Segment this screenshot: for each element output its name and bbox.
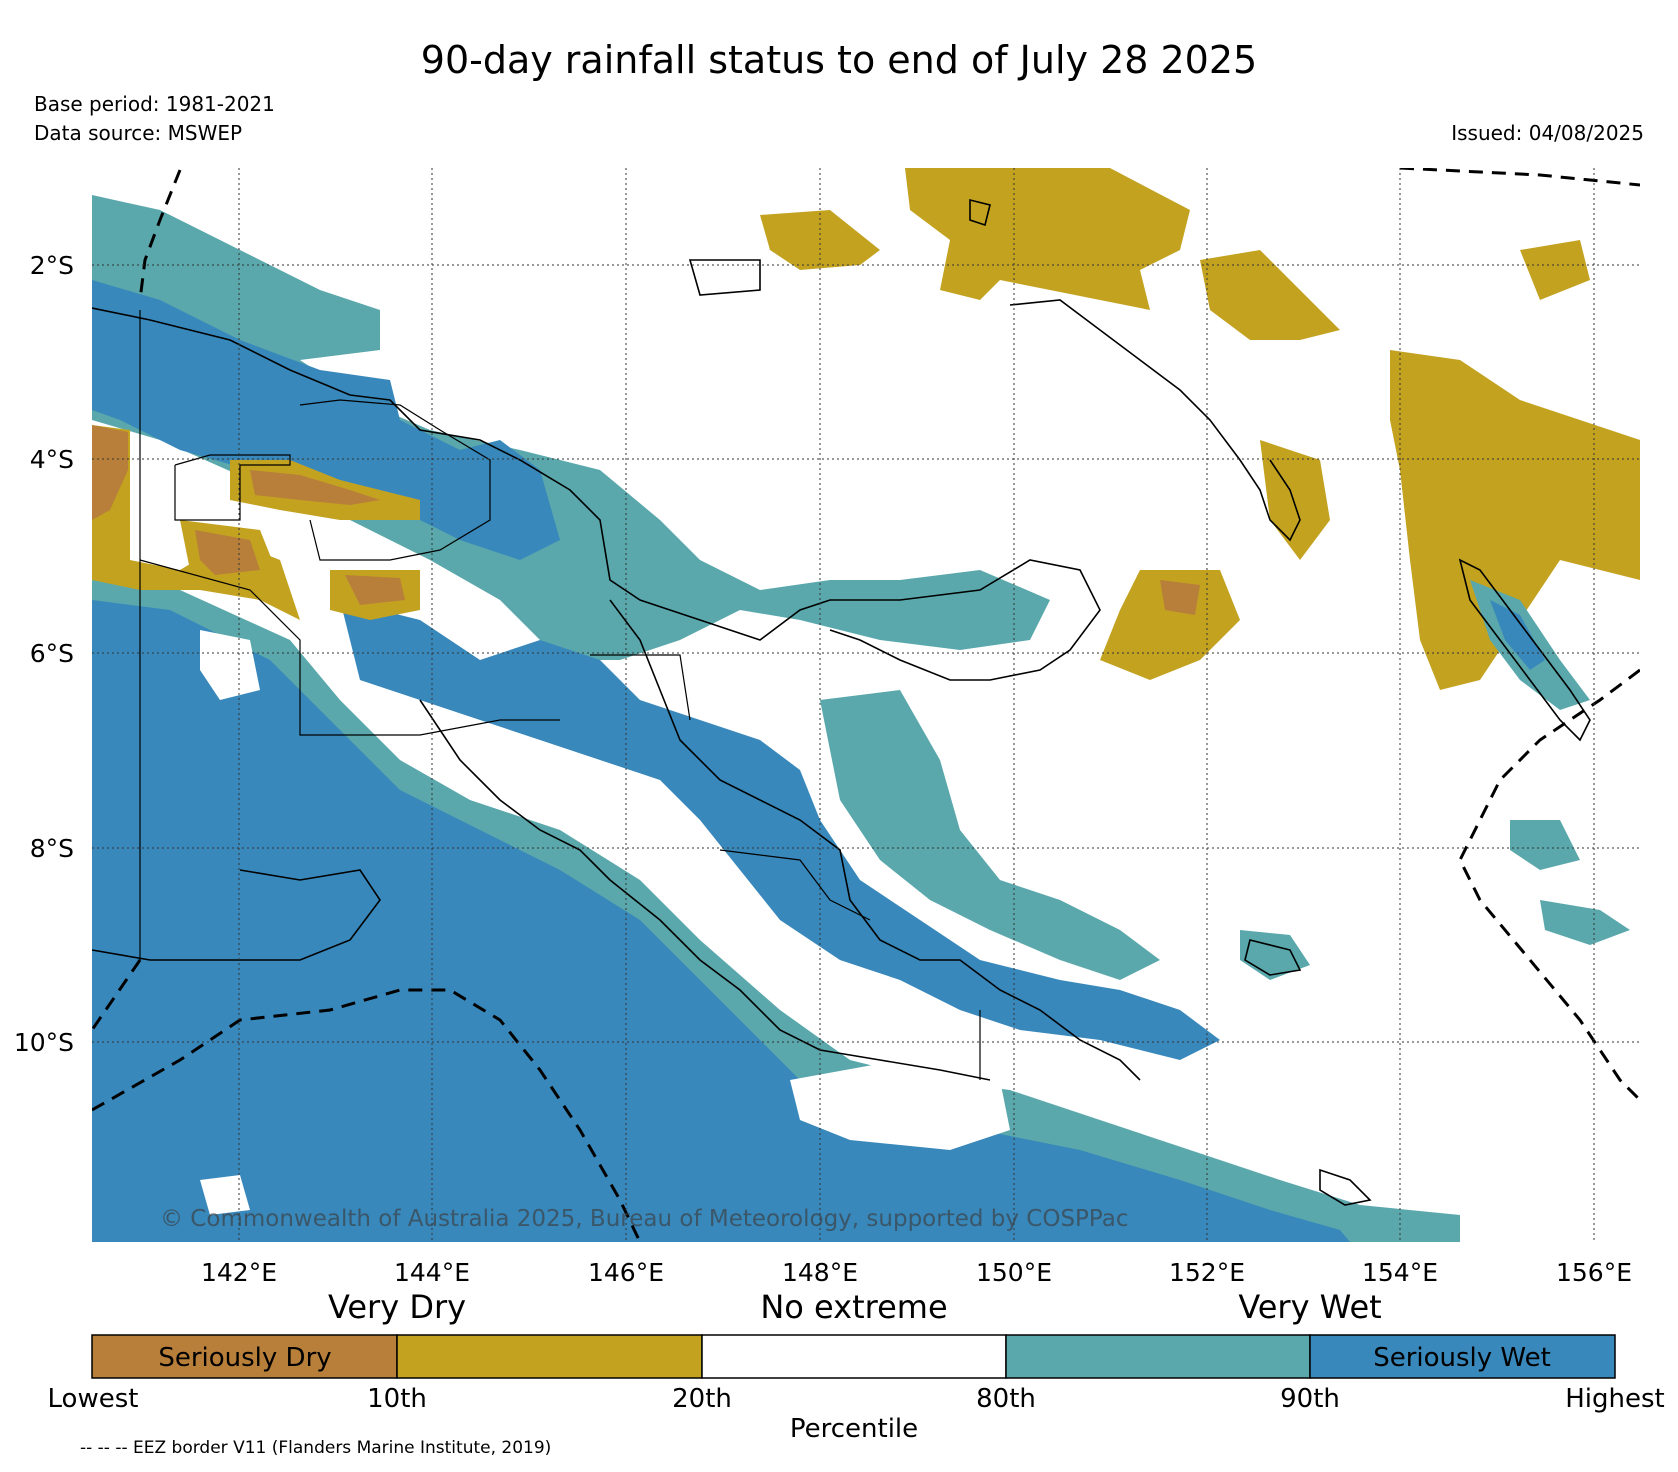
lon-label: 150°E <box>976 1258 1052 1287</box>
seriously-dry-west <box>92 425 128 520</box>
lat-label: 10°S <box>14 1028 74 1057</box>
legend-box-very-wet <box>1005 1334 1311 1379</box>
map-area <box>92 168 1640 1242</box>
copyright-watermark: © Commonwealth of Australia 2025, Bureau… <box>160 1206 1129 1232</box>
legend-box-no-extreme <box>701 1334 1007 1379</box>
dry-region-manus-area <box>905 168 1190 310</box>
wet-patch-east-2 <box>1540 900 1630 945</box>
lat-label: 8°S <box>30 834 74 863</box>
lat-label: 6°S <box>30 639 74 668</box>
wet-band-north <box>92 195 1050 660</box>
coastline <box>92 198 1591 1206</box>
issued-date-text: Issued: 04/08/2025 <box>1451 121 1644 145</box>
graticule <box>92 168 1640 1242</box>
legend-category-label: Very Wet <box>1238 1288 1381 1326</box>
seriously-wet-north <box>92 280 560 560</box>
seriously-wet-south <box>92 600 1350 1242</box>
map-title: 90-day rainfall status to end of July 28… <box>420 38 1258 82</box>
legend-colorbar <box>91 1334 1616 1379</box>
legend-box-label-seriously-wet: Seriously Wet <box>1373 1343 1551 1373</box>
no-extreme-patch-south <box>200 1175 250 1215</box>
data-source-text: Data source: MSWEP <box>34 121 243 145</box>
legend-box-seriously-wet <box>1309 1334 1616 1379</box>
dry-region-new-britain <box>1100 570 1240 680</box>
lon-label: 156°E <box>1556 1258 1632 1287</box>
percentile-tick: Highest <box>1565 1384 1665 1414</box>
seriously-dry-highlands <box>345 575 405 605</box>
no-extreme-patch-coral <box>790 1060 1010 1150</box>
eez-border-note: -- -- -- EEZ border V11 (Flanders Marine… <box>80 1438 552 1458</box>
lon-label: 146°E <box>588 1258 664 1287</box>
province-borders <box>139 310 981 1080</box>
seriously-wet-solomons <box>1490 600 1545 670</box>
percentile-tick: 10th <box>367 1384 427 1414</box>
dry-region-bougainville <box>1390 350 1640 690</box>
percentile-tick: 20th <box>672 1384 732 1414</box>
lon-label: 154°E <box>1362 1258 1438 1287</box>
wet-east-png <box>820 690 1160 980</box>
legend-box-seriously-dry <box>91 1334 398 1379</box>
seriously-dry-sepik <box>250 470 380 505</box>
wet-highlands <box>340 600 1220 1060</box>
legend-category-label: No extreme <box>760 1288 947 1326</box>
seriously-dry-new-britain <box>1160 580 1200 615</box>
no-extreme-patch-west <box>200 630 260 700</box>
lat-label: 4°S <box>30 445 74 474</box>
dry-region-new-ireland <box>1200 250 1340 340</box>
seriously-dry-west-2 <box>195 530 260 575</box>
lon-label: 142°E <box>201 1258 277 1287</box>
lon-label: 144°E <box>394 1258 470 1287</box>
base-period-text: Base period: 1981-2021 <box>34 92 275 116</box>
lat-label: 2°S <box>30 251 74 280</box>
dry-region-ne <box>1520 240 1590 300</box>
legend-box-very-dry <box>396 1334 703 1379</box>
lon-label: 152°E <box>1169 1258 1245 1287</box>
percentile-tick: 80th <box>976 1384 1036 1414</box>
legend-box-label-seriously-dry: Seriously Dry <box>158 1343 331 1373</box>
legend-category-label: Very Dry <box>328 1288 466 1326</box>
percentile-axis-label: Percentile <box>790 1414 918 1444</box>
eez-border <box>92 168 1640 1242</box>
percentile-tick: Lowest <box>48 1384 139 1414</box>
wet-patch-east-1 <box>1510 820 1580 870</box>
lon-label: 148°E <box>782 1258 858 1287</box>
percentile-tick: 90th <box>1280 1384 1340 1414</box>
